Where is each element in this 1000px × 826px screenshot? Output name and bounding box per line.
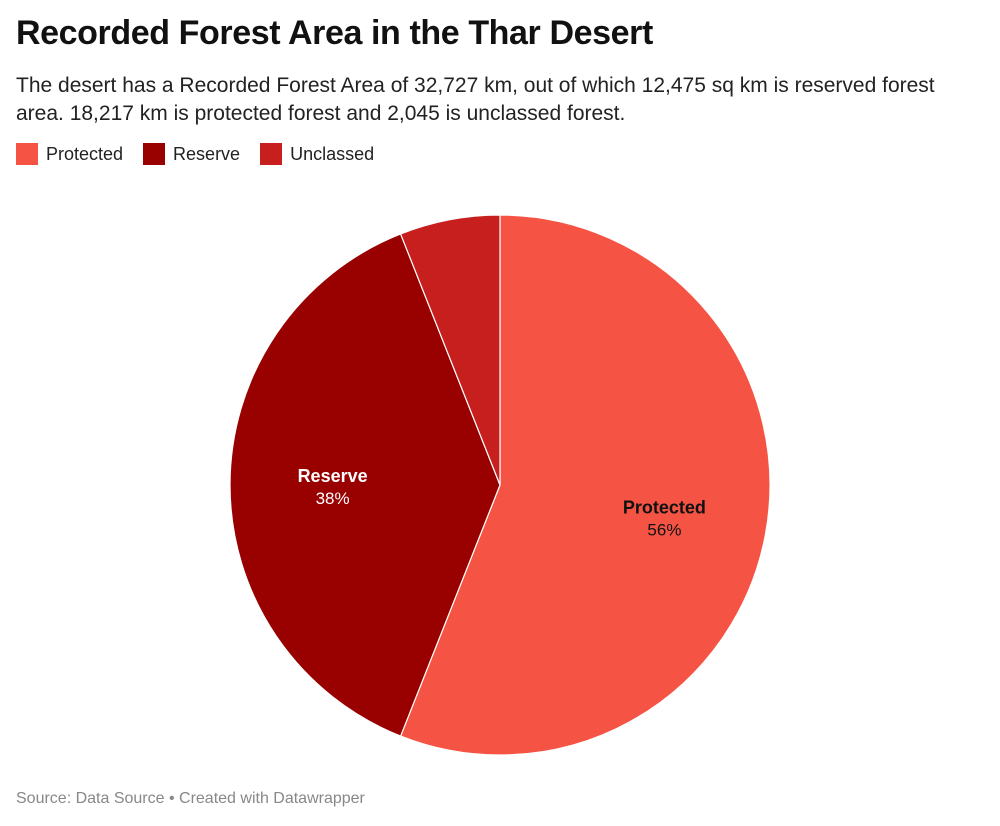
pie-slice-protected [399,214,771,756]
slice-value-reserve: 38% [316,489,350,508]
chart-subtitle: The desert has a Recorded Forest Area of… [16,74,935,125]
legend-label-reserve: Reserve [173,143,241,164]
legend-swatch-reserve [143,143,166,165]
chart-footer: Source: Data Source • Created with Dataw… [16,790,365,807]
legend-swatch-protected [16,143,38,165]
slice-label-reserve: Reserve [298,466,368,486]
slice-value-protected: 56% [647,520,681,539]
legend-item-protected: Protected [16,143,123,165]
pie-slice-reserve [229,233,501,737]
legend-label-unclassed: Unclassed [290,143,375,164]
chart-legend: Protected Reserve Unclassed [16,143,374,165]
slice-label-protected: Protected [623,497,706,517]
legend-swatch-unclassed [260,143,283,165]
legend-item-reserve: Reserve [143,143,240,165]
legend-item-unclassed: Unclassed [260,143,374,165]
legend-label-protected: Protected [46,143,124,164]
chart-title: Recorded Forest Area in the Thar Desert [16,14,653,52]
pie-slice-unclassed [399,214,501,486]
